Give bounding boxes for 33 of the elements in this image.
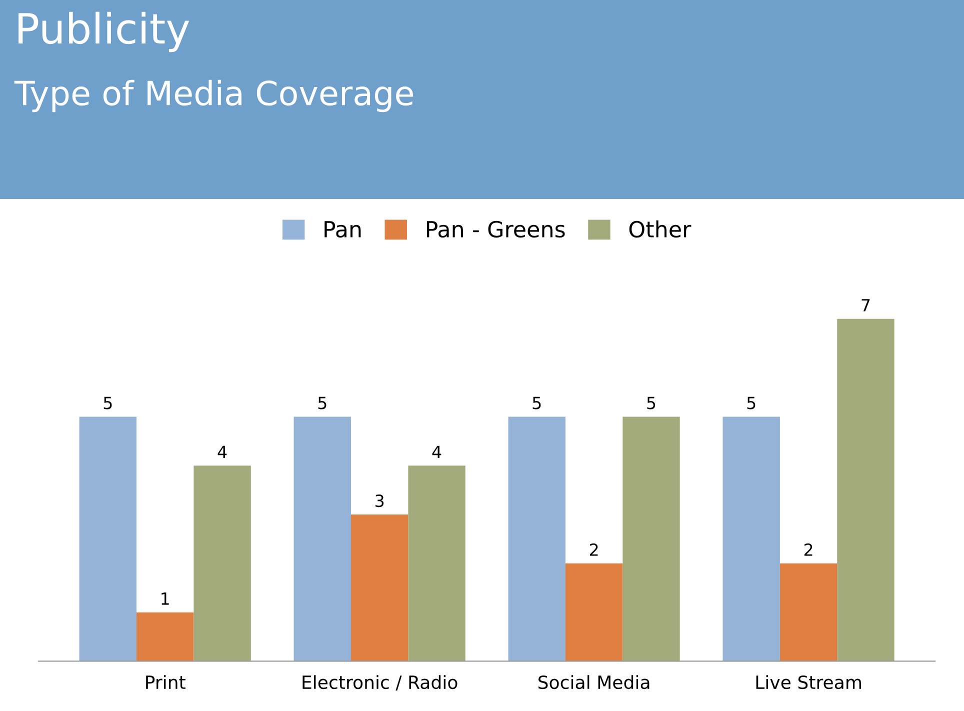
- bar: [350, 514, 408, 662]
- bar: [780, 563, 838, 662]
- x-tick-label: Social Media: [538, 675, 650, 690]
- bar: [565, 563, 623, 662]
- data-label: 2: [804, 543, 812, 556]
- x-tick-label: Electronic / Radio: [302, 675, 458, 691]
- legend-label: Pan: [324, 221, 361, 238]
- bar: [837, 318, 894, 662]
- data-label: 2: [590, 543, 598, 556]
- chart-title: Publicity: [18, 12, 190, 52]
- bar: [622, 416, 680, 662]
- bar: [722, 416, 780, 662]
- x-tick-label: Print: [146, 675, 186, 689]
- data-label: 7: [862, 299, 870, 312]
- bar: [294, 416, 351, 662]
- data-label: 4: [218, 446, 227, 458]
- x-tick-label: Live Stream: [756, 675, 861, 690]
- legend-label: Other: [629, 220, 692, 238]
- data-label: 5: [532, 396, 541, 410]
- data-label: 3: [376, 494, 384, 508]
- bar: [136, 612, 194, 662]
- data-label: 5: [104, 396, 112, 410]
- chart-subtitle: Type of Media Coverage: [14, 80, 413, 112]
- bar: [408, 466, 466, 662]
- legend-label: Pan - Greens: [426, 220, 565, 238]
- bar: [508, 416, 566, 662]
- bar: [194, 466, 251, 662]
- data-label: 5: [318, 396, 326, 410]
- data-label: 4: [432, 446, 442, 458]
- bar: [79, 416, 137, 662]
- data-label: 5: [647, 396, 656, 410]
- data-label: 1: [162, 592, 169, 605]
- data-label: 5: [747, 396, 756, 410]
